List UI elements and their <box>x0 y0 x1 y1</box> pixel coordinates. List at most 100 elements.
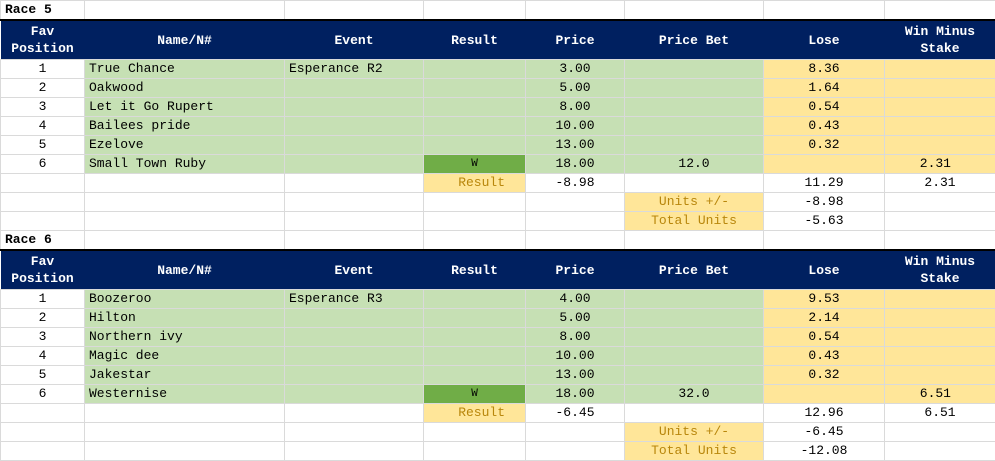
lose-total[interactable]: 11.29 <box>764 174 885 193</box>
result[interactable]: W <box>424 385 526 404</box>
empty-cell[interactable] <box>764 1 885 21</box>
lose[interactable]: 9.53 <box>764 290 885 309</box>
lose[interactable]: 0.43 <box>764 347 885 366</box>
event[interactable]: Esperance R3 <box>285 290 424 309</box>
empty-cell[interactable] <box>885 193 995 212</box>
empty-cell[interactable] <box>885 231 995 251</box>
lose[interactable]: 0.54 <box>764 98 885 117</box>
empty-cell[interactable] <box>526 423 625 442</box>
empty-cell[interactable] <box>424 231 526 251</box>
empty-cell[interactable] <box>1 423 85 442</box>
result[interactable] <box>424 136 526 155</box>
result[interactable] <box>424 117 526 136</box>
fav-position[interactable]: 2 <box>1 79 85 98</box>
result[interactable] <box>424 347 526 366</box>
lose[interactable]: 0.32 <box>764 136 885 155</box>
event[interactable] <box>285 98 424 117</box>
empty-cell[interactable] <box>85 231 285 251</box>
result-value[interactable]: -6.45 <box>526 404 625 423</box>
units-value[interactable]: -8.98 <box>764 193 885 212</box>
price-bet[interactable] <box>625 136 764 155</box>
result[interactable] <box>424 309 526 328</box>
price[interactable]: 3.00 <box>526 60 625 79</box>
empty-cell[interactable] <box>1 193 85 212</box>
empty-cell[interactable] <box>285 174 424 193</box>
empty-cell[interactable] <box>764 231 885 251</box>
runner-name[interactable]: Jakestar <box>85 366 285 385</box>
win-minus-stake[interactable] <box>885 117 995 136</box>
empty-cell[interactable] <box>285 212 424 231</box>
fav-position[interactable]: 6 <box>1 155 85 174</box>
empty-cell[interactable] <box>1 174 85 193</box>
empty-cell[interactable] <box>285 423 424 442</box>
empty-cell[interactable] <box>285 404 424 423</box>
runner-name[interactable]: Northern ivy <box>85 328 285 347</box>
event[interactable]: Esperance R2 <box>285 60 424 79</box>
price-bet[interactable] <box>625 347 764 366</box>
win-minus-stake[interactable] <box>885 79 995 98</box>
price[interactable]: 5.00 <box>526 309 625 328</box>
race-title[interactable]: Race 5 <box>1 1 85 21</box>
win-minus-stake[interactable]: 6.51 <box>885 385 995 404</box>
runner-name[interactable]: True Chance <box>85 60 285 79</box>
price-bet[interactable] <box>625 117 764 136</box>
lose[interactable]: 2.14 <box>764 309 885 328</box>
event[interactable] <box>285 385 424 404</box>
fav-position[interactable]: 5 <box>1 366 85 385</box>
result[interactable] <box>424 290 526 309</box>
empty-cell[interactable] <box>885 1 995 21</box>
price[interactable]: 18.00 <box>526 155 625 174</box>
price-bet[interactable] <box>625 309 764 328</box>
empty-cell[interactable] <box>424 423 526 442</box>
event[interactable] <box>285 136 424 155</box>
empty-cell[interactable] <box>424 1 526 21</box>
price[interactable]: 13.00 <box>526 136 625 155</box>
lose[interactable]: 0.54 <box>764 328 885 347</box>
runner-name[interactable]: Oakwood <box>85 79 285 98</box>
event[interactable] <box>285 328 424 347</box>
runner-name[interactable]: Bailees pride <box>85 117 285 136</box>
event[interactable] <box>285 155 424 174</box>
fav-position[interactable]: 5 <box>1 136 85 155</box>
event[interactable] <box>285 366 424 385</box>
fav-position[interactable]: 2 <box>1 309 85 328</box>
empty-cell[interactable] <box>85 193 285 212</box>
empty-cell[interactable] <box>1 404 85 423</box>
empty-cell[interactable] <box>85 212 285 231</box>
win-minus-stake[interactable] <box>885 60 995 79</box>
runner-name[interactable]: Ezelove <box>85 136 285 155</box>
result[interactable]: W <box>424 155 526 174</box>
empty-cell[interactable] <box>285 231 424 251</box>
win-minus-stake[interactable] <box>885 98 995 117</box>
win-minus-stake[interactable]: 2.31 <box>885 155 995 174</box>
fav-position[interactable]: 1 <box>1 290 85 309</box>
runner-name[interactable]: Hilton <box>85 309 285 328</box>
win-minus-stake[interactable] <box>885 136 995 155</box>
price[interactable]: 10.00 <box>526 347 625 366</box>
lose[interactable]: 1.64 <box>764 79 885 98</box>
empty-cell[interactable] <box>424 212 526 231</box>
empty-cell[interactable] <box>526 193 625 212</box>
price-bet[interactable] <box>625 79 764 98</box>
lose[interactable]: 0.32 <box>764 366 885 385</box>
empty-cell[interactable] <box>885 423 995 442</box>
price[interactable]: 8.00 <box>526 98 625 117</box>
empty-cell[interactable] <box>85 1 285 21</box>
win-total[interactable]: 2.31 <box>885 174 995 193</box>
empty-cell[interactable] <box>526 212 625 231</box>
total-units-value[interactable]: -5.63 <box>764 212 885 231</box>
price[interactable]: 10.00 <box>526 117 625 136</box>
event[interactable] <box>285 117 424 136</box>
price[interactable]: 8.00 <box>526 328 625 347</box>
empty-cell[interactable] <box>285 193 424 212</box>
fav-position[interactable]: 3 <box>1 98 85 117</box>
race-title[interactable]: Race 6 <box>1 231 85 251</box>
price[interactable]: 5.00 <box>526 79 625 98</box>
empty-cell[interactable] <box>885 212 995 231</box>
runner-name[interactable]: Small Town Ruby <box>85 155 285 174</box>
price[interactable]: 4.00 <box>526 290 625 309</box>
empty-cell[interactable] <box>625 404 764 423</box>
lose[interactable] <box>764 385 885 404</box>
empty-cell[interactable] <box>625 1 764 21</box>
fav-position[interactable]: 1 <box>1 60 85 79</box>
